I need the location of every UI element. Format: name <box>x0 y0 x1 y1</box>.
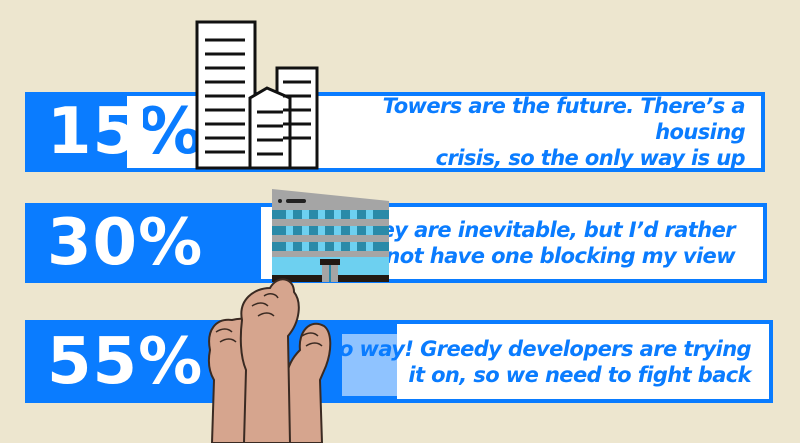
text-highlight <box>342 334 397 396</box>
raised-fists-icon <box>207 278 332 443</box>
bar-fill <box>29 96 127 168</box>
response-text-line: No way! Greedy developers are trying <box>322 336 752 361</box>
skyscrapers-icon <box>195 20 319 170</box>
response-text-line: Towers are the future. There’s a housing <box>382 94 746 144</box>
response-text-line: not have one blocking my view <box>385 244 735 268</box>
percent-label: 55% <box>47 324 204 399</box>
office-building-icon <box>272 189 389 282</box>
percent-label: 15% <box>47 95 204 169</box>
response-text: Towers are the future. There’s a housing… <box>305 93 746 171</box>
response-text-line: They are inevitable, but I’d rather <box>352 218 736 242</box>
percent-label: 30% <box>47 206 204 280</box>
response-text-line: crisis, so the only way is up <box>435 146 746 170</box>
response-text: No way! Greedy developers are trying it … <box>311 336 752 388</box>
response-bar-55: 55% No way! Greedy developers are trying… <box>25 320 773 403</box>
response-bar-15: 15% Towers are the future. There’s a hou… <box>25 92 765 172</box>
response-text-line: it on, so we need to fight back <box>408 362 751 387</box>
response-text: They are inevitable, but I’d rather not … <box>295 217 736 269</box>
bar-fill <box>29 207 261 279</box>
response-bar-30: 30% They are inevitable, but I’d rather … <box>25 203 767 283</box>
